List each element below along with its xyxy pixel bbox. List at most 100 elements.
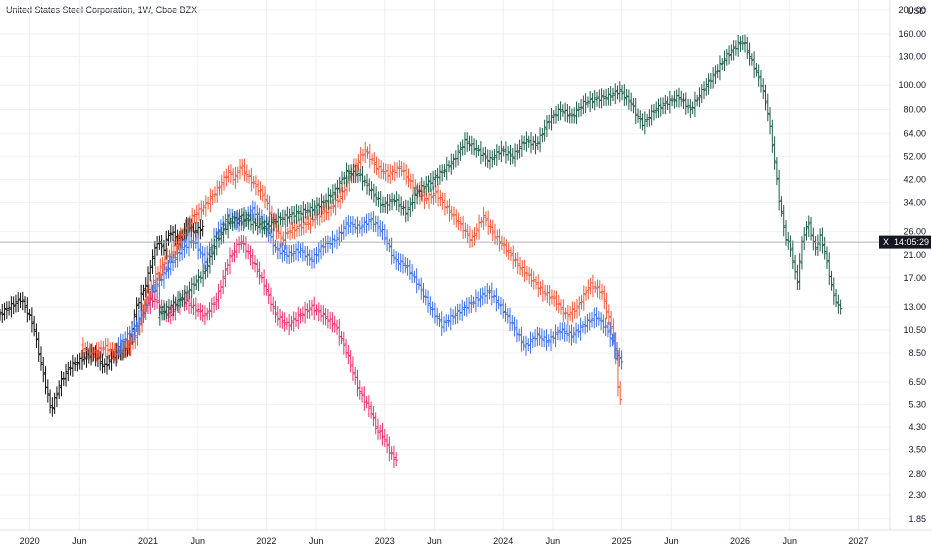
ohlc-bar bbox=[606, 322, 610, 338]
ohlc-bar bbox=[759, 70, 763, 93]
ohlc-bar bbox=[235, 209, 239, 229]
ohlc-bar bbox=[479, 216, 483, 228]
ohlc-bar bbox=[747, 42, 752, 66]
ohlc-bar bbox=[181, 290, 185, 308]
ohlc-bar bbox=[362, 216, 366, 233]
ohlc-bar bbox=[494, 288, 498, 312]
ohlc-bar bbox=[533, 133, 538, 155]
ohlc-bar bbox=[206, 257, 210, 278]
ohlc-bar bbox=[447, 198, 452, 222]
ohlc-bar bbox=[383, 196, 387, 214]
ohlc-bar bbox=[538, 327, 542, 346]
ohlc-bar bbox=[506, 308, 510, 324]
ohlc-bar bbox=[226, 258, 230, 276]
ohlc-bar bbox=[438, 164, 442, 185]
ohlc-bar bbox=[338, 176, 342, 194]
ohlc-bar bbox=[659, 97, 663, 117]
ohlc-bar bbox=[554, 105, 558, 124]
ohlc-bar bbox=[169, 300, 173, 313]
ohlc-bar bbox=[458, 141, 462, 161]
ohlc-bar bbox=[271, 296, 275, 315]
ohlc-bar bbox=[43, 366, 48, 395]
ohlc-bar bbox=[251, 213, 255, 234]
ohlc-bar bbox=[434, 185, 438, 203]
ohlc-bar bbox=[55, 386, 59, 408]
ohlc-bar bbox=[501, 299, 505, 319]
ohlc-bar bbox=[388, 194, 392, 211]
ohlc-bar bbox=[545, 115, 549, 138]
ohlc-bar bbox=[210, 246, 214, 265]
ohlc-bar bbox=[195, 205, 199, 224]
ohlc-bar bbox=[288, 208, 292, 224]
ohlc-bar bbox=[565, 324, 569, 342]
ohlc-bar bbox=[645, 113, 649, 128]
ohlc-bar bbox=[190, 277, 194, 298]
ohlc-bar bbox=[272, 213, 276, 232]
ohlc-bar bbox=[263, 185, 267, 209]
ohlc-bar bbox=[779, 196, 784, 217]
ohlc-bar bbox=[390, 192, 394, 211]
ohlc-bar bbox=[82, 352, 86, 365]
ohlc-bar bbox=[264, 279, 268, 296]
ohlc-bar bbox=[303, 204, 308, 219]
ohlc-bar bbox=[380, 221, 385, 241]
ohlc-bar bbox=[372, 152, 376, 174]
ohlc-bar bbox=[310, 300, 314, 316]
ohlc-bar bbox=[176, 291, 180, 314]
ohlc-bar bbox=[201, 263, 205, 287]
ohlc-bar bbox=[5, 301, 9, 319]
ohlc-bar bbox=[405, 257, 410, 276]
ohlc-bar bbox=[379, 191, 383, 214]
ohlc-bar bbox=[215, 180, 219, 203]
ohlc-bar bbox=[487, 285, 492, 300]
ohlc-bar bbox=[108, 342, 112, 357]
ohlc-bar bbox=[551, 331, 555, 344]
ohlc-bar bbox=[388, 164, 392, 185]
ohlc-bar bbox=[358, 379, 362, 400]
ohlc-bar bbox=[538, 127, 542, 153]
ohlc-bar bbox=[523, 259, 527, 282]
ohlc-bar bbox=[174, 296, 178, 311]
ohlc-bar bbox=[400, 161, 404, 177]
ohlc-bar bbox=[80, 349, 84, 370]
ohlc-bar bbox=[192, 275, 196, 295]
ohlc-bar bbox=[355, 369, 360, 397]
ohlc-bar bbox=[222, 171, 226, 191]
price-axis[interactable]: 200.00 160.00 130.00 100.00 80.00 64.00 52.00 4… bbox=[898, 5, 926, 524]
ohlc-bar bbox=[436, 168, 440, 186]
ohlc-bar bbox=[497, 145, 501, 161]
ohlc-bar bbox=[379, 160, 383, 179]
ohlc-bar bbox=[511, 245, 515, 269]
ohlc-bar bbox=[825, 246, 829, 270]
ohlc-bar bbox=[139, 284, 143, 312]
ohlc-bar bbox=[829, 270, 834, 291]
ohlc-bar bbox=[534, 276, 538, 290]
y-tick-label: 80.00 bbox=[903, 104, 926, 114]
ohlc-bar bbox=[444, 313, 448, 332]
ohlc-bar bbox=[267, 283, 271, 305]
ohlc-bar bbox=[593, 281, 597, 293]
ohlc-bar bbox=[697, 87, 702, 108]
ohlc-bar bbox=[155, 295, 159, 309]
ohlc-bar bbox=[620, 84, 624, 101]
ohlc-bar bbox=[360, 165, 365, 191]
ohlc-bar bbox=[387, 238, 391, 253]
y-tick-label: 26.00 bbox=[903, 227, 926, 237]
ohlc-bar bbox=[25, 297, 29, 323]
ohlc-bar bbox=[50, 397, 54, 417]
ohlc-bar bbox=[559, 299, 563, 315]
ohlc-bar bbox=[540, 328, 544, 348]
ohlc-bar bbox=[308, 299, 312, 319]
ohlc-bar bbox=[761, 78, 765, 100]
ohlc-bar bbox=[415, 184, 419, 205]
ohlc-bar bbox=[410, 264, 414, 284]
ohlc-bar bbox=[194, 222, 198, 241]
time-axis[interactable]: 2020 Jun 2021 Jun 2022 Jun 2023 Jun 2024 Jun 2025 J… bbox=[20, 536, 869, 546]
ohlc-bar bbox=[741, 35, 745, 51]
ohlc-bar bbox=[228, 217, 233, 230]
ohlc-bar bbox=[598, 280, 602, 300]
ohlc-bar bbox=[179, 227, 183, 251]
ohlc-bar bbox=[485, 283, 489, 305]
ohlc-bar bbox=[360, 216, 364, 237]
